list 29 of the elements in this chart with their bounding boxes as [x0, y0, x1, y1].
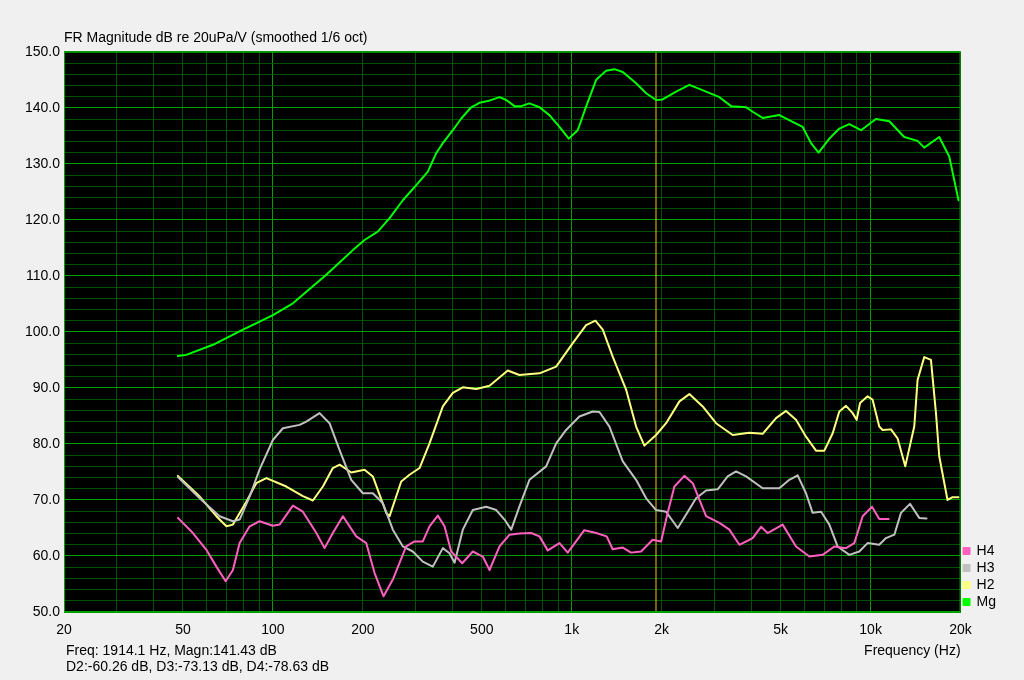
y-tick-label: 110.0	[26, 266, 61, 283]
legend-label: H4	[976, 541, 995, 558]
y-tick-label: 150.0	[24, 42, 61, 59]
x-tick-label: 2k	[654, 621, 671, 638]
legend-label: Mg	[976, 592, 996, 609]
x-axis-title: Frequency (Hz)	[864, 642, 961, 659]
y-tick-label: 100.0	[24, 322, 61, 339]
y-tick-label: 60.0	[32, 546, 61, 563]
y-tick-label: 140.0	[24, 98, 61, 115]
legend-label: H3	[976, 558, 995, 575]
text: Freq: 1914.1 Hz, Magn:141.43 dB	[66, 641, 277, 658]
x-tick-label: 100	[261, 621, 285, 638]
text: D2:-60.26 dB, D3:-73.13 dB, D4:-78.63 dB	[66, 657, 330, 674]
x-tick-label: 500	[470, 621, 494, 638]
x-tick-label: 50	[175, 621, 191, 638]
x-tick-label: 20	[56, 621, 72, 638]
x-tick-label: 200	[351, 621, 375, 638]
x-tick-label: 1k	[564, 621, 581, 638]
y-tick-label: 70.0	[32, 490, 61, 507]
x-tick-label: 5k	[773, 621, 790, 638]
chart-title: FR Magnitude dB re 20uPa/V (smoothed 1/6 oct)	[64, 29, 368, 46]
y-tick-label: 80.0	[32, 434, 61, 451]
legend-label: H2	[976, 575, 995, 592]
y-tick-label: 120.0	[24, 210, 61, 227]
x-tick-label: 10k	[859, 621, 883, 638]
y-tick-label: 90.0	[32, 378, 61, 395]
y-tick-label: 50.0	[32, 602, 61, 619]
y-tick-label: 130.0	[24, 154, 61, 171]
x-tick-label: 20k	[949, 621, 973, 638]
